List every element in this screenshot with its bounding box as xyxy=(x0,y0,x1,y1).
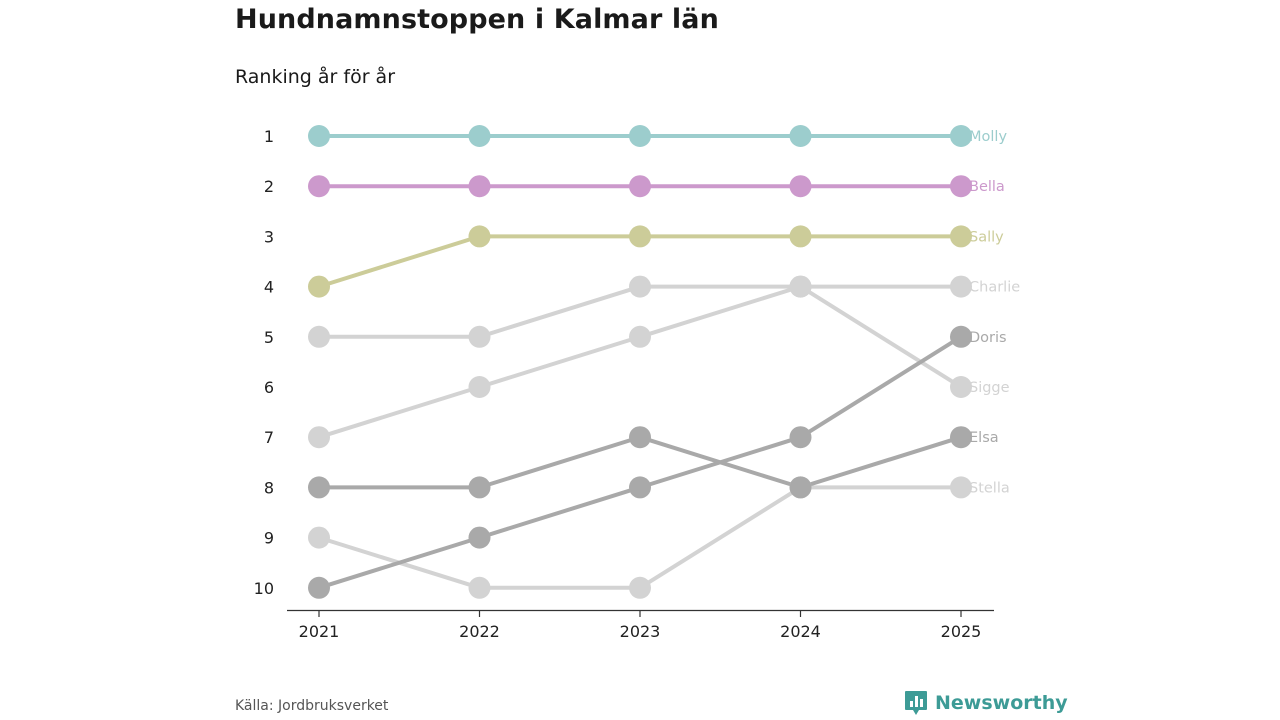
series-dot-elsa-2025 xyxy=(950,426,972,449)
brand-name: Newsworthy xyxy=(935,692,1068,714)
series-dot-molly-2021 xyxy=(308,125,330,147)
series-dot-doris-2025 xyxy=(950,325,972,348)
bump-chart: 2021 2022 2023 2024 2025 1 2 3 4 5 6 7 8 9 10 Charlie S… xyxy=(254,125,1020,641)
series-dots xyxy=(308,125,972,599)
y-tick-label: 6 xyxy=(264,378,274,397)
chart-subtitle: Ranking år för år xyxy=(235,66,396,88)
series-label-doris: Doris xyxy=(969,330,1007,346)
series-dot-doris-2021 xyxy=(308,576,330,599)
y-tick-label: 3 xyxy=(264,227,274,246)
chart-title: Hundnamnstoppen i Kalmar län xyxy=(235,4,719,35)
series-line-sigge xyxy=(317,284,963,440)
series-dot-molly-2023 xyxy=(629,125,651,147)
series-dot-stella-2022 xyxy=(468,576,491,599)
y-tick-label: 7 xyxy=(264,428,274,447)
series-dot-charlie-2023 xyxy=(629,275,651,298)
series-label-stella: Stella xyxy=(969,480,1010,496)
series-label-sally: Sally xyxy=(969,229,1004,245)
series-label-elsa: Elsa xyxy=(969,430,999,446)
series-dot-bella-2024 xyxy=(789,175,812,198)
series-line-stella xyxy=(317,485,963,590)
series-end-labels: Charlie Sigge Stella Doris Elsa Molly Bella Sal… xyxy=(969,129,1020,496)
series-dot-bella-2025 xyxy=(950,175,972,198)
x-tick-label: 2025 xyxy=(941,622,982,641)
series-dot-sally-2022 xyxy=(468,225,491,248)
series-dot-molly-2022 xyxy=(468,125,491,147)
series-dot-sally-2023 xyxy=(629,225,651,248)
series-dot-bella-2023 xyxy=(629,175,651,198)
brand-logo: Newsworthy xyxy=(904,690,1068,716)
series-dot-stella-2025 xyxy=(950,476,972,499)
series-dot-doris-2022 xyxy=(468,526,491,549)
series-dot-charlie-2025 xyxy=(950,275,972,298)
series-dot-sally-2021 xyxy=(308,275,330,298)
series-dot-sally-2025 xyxy=(950,225,972,248)
series-dot-sigge-2024 xyxy=(789,275,812,298)
series-dot-molly-2025 xyxy=(950,125,972,147)
series-dot-bella-2021 xyxy=(308,175,330,198)
series-dot-sigge-2025 xyxy=(950,376,972,398)
series-dot-charlie-2022 xyxy=(468,325,491,348)
series-line-doris xyxy=(317,334,963,590)
series-lines xyxy=(317,134,963,590)
y-tick-label: 4 xyxy=(264,278,274,297)
x-tick-label: 2024 xyxy=(780,622,821,641)
y-tick-label: 2 xyxy=(264,177,274,196)
series-dot-charlie-2021 xyxy=(308,325,330,348)
series-dot-elsa-2023 xyxy=(629,426,651,449)
series-dot-molly-2024 xyxy=(789,125,812,147)
series-dot-sally-2024 xyxy=(789,225,812,248)
series-dot-doris-2024 xyxy=(789,426,812,449)
y-tick-label: 5 xyxy=(264,328,274,347)
series-label-bella: Bella xyxy=(969,179,1005,195)
series-dot-sigge-2023 xyxy=(629,325,651,348)
y-tick-label: 8 xyxy=(264,478,274,497)
series-dot-stella-2021 xyxy=(308,526,330,549)
series-label-sigge: Sigge xyxy=(969,380,1010,396)
series-dot-elsa-2022 xyxy=(468,476,491,499)
y-tick-label: 1 xyxy=(264,127,274,146)
series-dot-doris-2023 xyxy=(629,476,651,499)
series-dot-elsa-2021 xyxy=(308,476,330,499)
source-note: Källa: Jordbruksverket xyxy=(235,698,389,714)
series-dot-sigge-2022 xyxy=(468,376,491,398)
x-tick-label: 2021 xyxy=(299,622,340,641)
series-label-charlie: Charlie xyxy=(969,280,1020,296)
y-tick-label: 9 xyxy=(264,529,274,548)
axis-layer: 2021 2022 2023 2024 2025 1 2 3 4 5 6 7 8 9 10 xyxy=(254,127,994,641)
series-dot-bella-2022 xyxy=(468,175,491,198)
y-tick-label: 10 xyxy=(254,579,274,598)
series-label-molly: Molly xyxy=(969,129,1007,145)
series-dot-elsa-2024 xyxy=(789,476,812,499)
bar-chart-icon xyxy=(905,691,927,715)
x-tick-label: 2023 xyxy=(620,622,661,641)
series-dot-sigge-2021 xyxy=(308,426,330,449)
x-tick-label: 2022 xyxy=(459,622,500,641)
series-dot-stella-2023 xyxy=(629,576,651,599)
